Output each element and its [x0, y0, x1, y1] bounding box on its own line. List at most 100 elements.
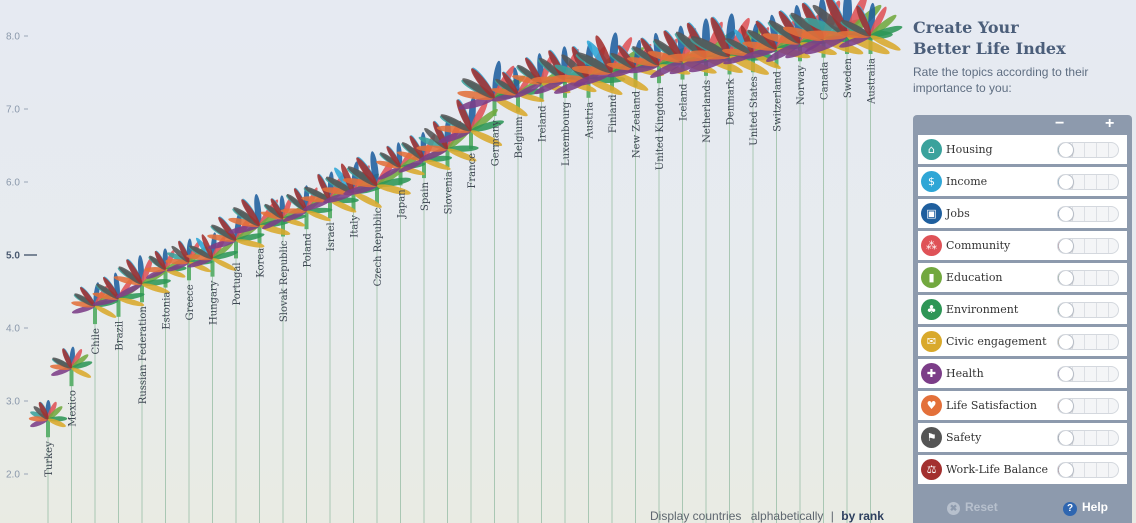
flower-petal [710, 17, 731, 57]
help-button[interactable]: ? Help [1063, 500, 1108, 516]
country-flower[interactable] [28, 400, 68, 429]
country-stem-base [422, 160, 426, 179]
country-flower[interactable] [837, 2, 903, 53]
slider-knob[interactable] [1058, 143, 1074, 157]
page-title: Create Your Better Life Index [913, 17, 1128, 59]
flower-petal [841, 19, 871, 37]
flower-petal [329, 199, 357, 213]
y-tick-label: 5.0 [6, 251, 20, 262]
flower-petal [457, 90, 495, 100]
country-flower[interactable] [342, 151, 412, 198]
flower-petal [306, 210, 331, 222]
country-label: New Zealand [632, 90, 643, 158]
flower-petal [386, 146, 401, 168]
flower-petal [207, 239, 237, 249]
flower-petal [270, 198, 284, 219]
importance-slider[interactable] [1057, 334, 1119, 350]
slider-knob[interactable] [1058, 303, 1074, 317]
flower-petal [228, 217, 260, 228]
flower-petal [785, 38, 824, 59]
slider-knob[interactable] [1058, 335, 1074, 349]
country-flower[interactable] [50, 346, 93, 379]
flower-petal [462, 78, 495, 99]
flower-petal [241, 199, 260, 226]
slider-tick [1108, 335, 1109, 349]
flower-petal [207, 234, 237, 242]
flower-petal [396, 151, 425, 161]
slider-knob[interactable] [1058, 367, 1074, 381]
flower-petal [376, 184, 411, 195]
topic-label: Work-Life Balance [946, 463, 1049, 476]
country-stem-base [304, 211, 309, 230]
flower-petal [870, 14, 897, 37]
slider-knob[interactable] [1058, 175, 1074, 189]
flower-petal [201, 234, 214, 259]
slider-tick [1084, 303, 1085, 317]
importance-slider[interactable] [1057, 238, 1119, 254]
flower-petal [606, 62, 636, 71]
topic-label: Environment [946, 303, 1019, 316]
flower-petal [576, 52, 613, 74]
country-label: Estonia [162, 292, 173, 330]
y-tick-label: 3.0 [6, 397, 20, 408]
tree-icon: ♣ [921, 299, 942, 320]
importance-slider[interactable] [1057, 206, 1119, 222]
flower-petal [517, 93, 545, 102]
reset-button[interactable]: ✖ Reset [947, 500, 998, 515]
slider-knob[interactable] [1058, 463, 1074, 477]
country-flower[interactable] [113, 255, 171, 300]
flower-petal [514, 82, 542, 98]
sort-by-rank-link[interactable]: by rank [841, 509, 884, 523]
slider-tick [1108, 303, 1109, 317]
display-order-control: Display countries alphabetically | by ra… [650, 509, 884, 523]
topic-row-work-life-balance: ⚖ Work-Life Balance [918, 455, 1127, 484]
country-stem-base [210, 258, 215, 277]
country-flowers[interactable] [28, 0, 904, 429]
importance-slider[interactable] [1057, 270, 1119, 286]
flower-petal [71, 367, 92, 378]
country-stem-base [163, 269, 168, 288]
country-label: Poland [303, 233, 314, 268]
country-flower[interactable] [228, 194, 292, 237]
flower-petal [438, 130, 472, 143]
flower-petal [869, 6, 887, 37]
country-label: United Kingdom [655, 87, 666, 171]
importance-slider[interactable] [1057, 174, 1119, 190]
importance-slider[interactable] [1057, 430, 1119, 446]
importance-slider[interactable] [1057, 398, 1119, 414]
importance-slider[interactable] [1057, 142, 1119, 158]
flower-petal [765, 42, 801, 62]
flower-petal [742, 41, 777, 51]
importance-slider[interactable] [1057, 302, 1119, 318]
sort-alphabetically-link[interactable]: alphabetically [750, 509, 824, 523]
country-label: Austria [585, 102, 596, 140]
slider-tick [1108, 367, 1109, 381]
country-label: Finland [608, 94, 619, 133]
flower-petal [370, 151, 379, 186]
flower-petal [262, 217, 284, 230]
slider-knob[interactable] [1058, 399, 1074, 413]
country-flower[interactable] [375, 142, 426, 181]
minus-label: − [1055, 115, 1065, 132]
slider-knob[interactable] [1058, 207, 1074, 221]
slider-tick [1096, 335, 1097, 349]
slider-tick [1108, 143, 1109, 157]
flower-petal [416, 145, 448, 152]
flower-petal [617, 45, 636, 69]
country-label: Belgium [514, 116, 525, 159]
country-label: Turkey [44, 441, 55, 477]
flower-petal [118, 297, 145, 307]
country-flower[interactable] [301, 171, 359, 214]
y-tick-label: 6.0 [6, 178, 20, 189]
country-label: Russian Federation [138, 306, 149, 405]
slider-knob[interactable] [1058, 431, 1074, 445]
importance-slider[interactable] [1057, 462, 1119, 478]
importance-slider[interactable] [1057, 366, 1119, 382]
slider-tick [1108, 175, 1109, 189]
slider-knob[interactable] [1058, 271, 1074, 285]
topic-row-housing: ⌂ Housing [918, 135, 1127, 164]
flower-petal [470, 100, 488, 131]
flower-petal [870, 25, 903, 38]
country-stem-base [69, 368, 74, 387]
slider-knob[interactable] [1058, 239, 1074, 253]
